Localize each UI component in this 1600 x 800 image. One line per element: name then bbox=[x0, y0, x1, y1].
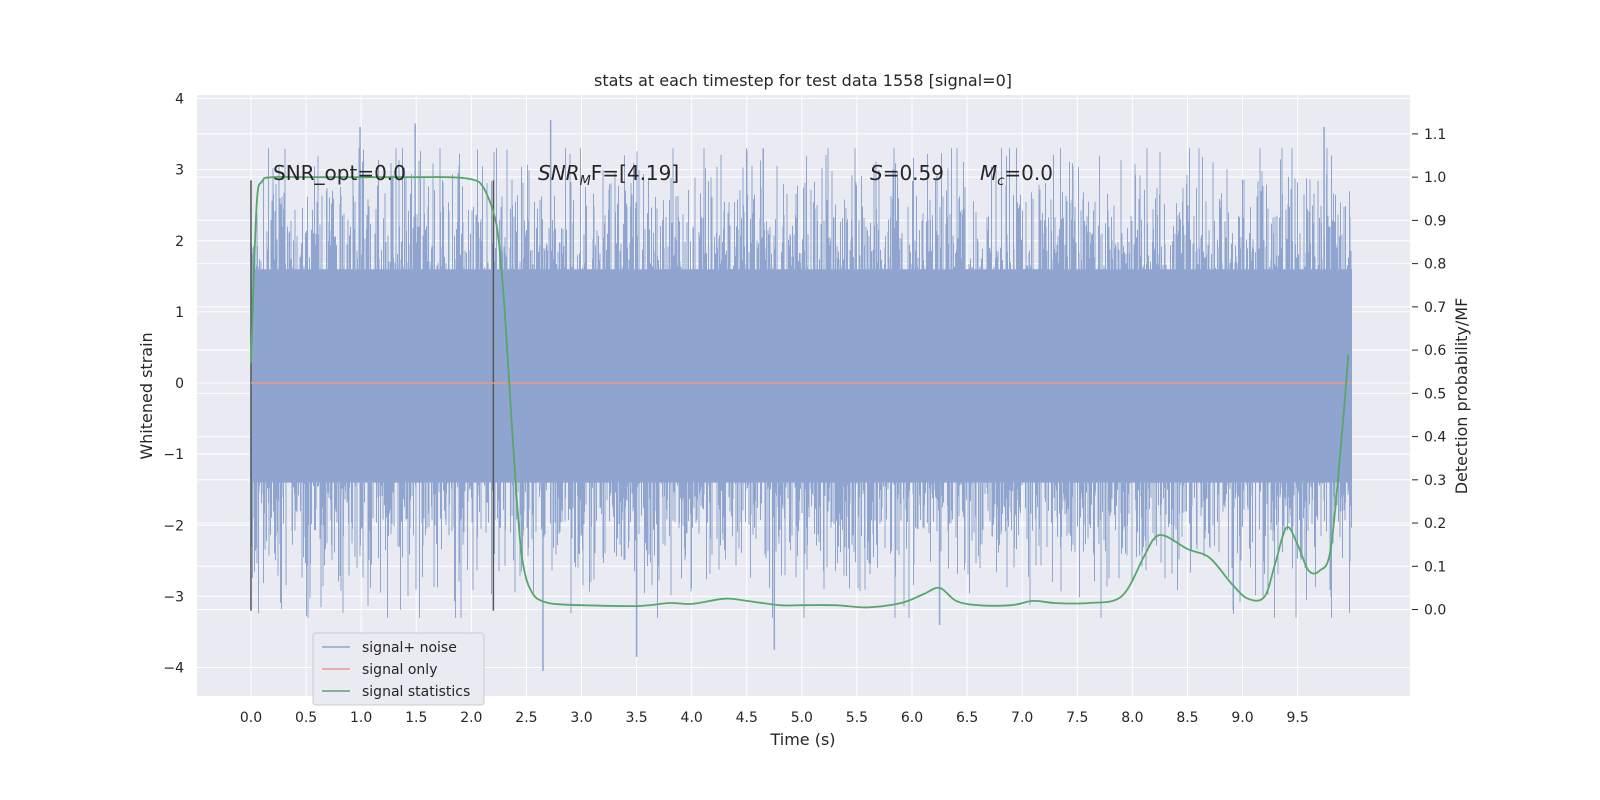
y-right-tick-label: 0.5 bbox=[1424, 386, 1446, 402]
y-tick-label: 0 bbox=[175, 376, 184, 392]
x-tick-label: 0.0 bbox=[240, 710, 262, 726]
x-tick-label: 5.5 bbox=[846, 710, 868, 726]
mc-value: =0.0 bbox=[1004, 161, 1053, 185]
x-tick-label: 4.5 bbox=[736, 710, 758, 726]
noise-core bbox=[250, 308, 1352, 440]
vertical-markers bbox=[250, 180, 495, 611]
x-tick-label: 0.5 bbox=[295, 710, 317, 726]
y-right-tick-label: 0.7 bbox=[1424, 300, 1446, 316]
snr-opt-annotation: SNR_opt=0.0 bbox=[273, 161, 406, 185]
y-right-tick-labels: 0.0 0.1 0.2 0.3 0.4 0.5 0.6 0.7 0.8 0.9 1.0 1.1 bbox=[1412, 127, 1446, 619]
x-tick-label: 2.5 bbox=[515, 710, 537, 726]
y-axis-label: Whitened strain bbox=[137, 332, 156, 459]
y-right-tick-label: 0.6 bbox=[1424, 343, 1446, 359]
y-right-tick-label: 0.3 bbox=[1424, 473, 1446, 489]
snr-mf-annotation: SNRMF=[4.19] bbox=[538, 161, 679, 189]
x-tick-labels: 0.0 0.5 1.0 1.5 2.0 2.5 3.0 3.5 4.0 4.5 5.0 5.5 6.0 6… bbox=[240, 710, 1309, 726]
snr-mf-symbol: SNR bbox=[538, 161, 580, 185]
x-tick-label: 1.5 bbox=[405, 710, 427, 726]
snr-mf-subscript: M bbox=[580, 174, 591, 189]
x-tick-label: 7.5 bbox=[1066, 710, 1088, 726]
x-tick-label: 6.0 bbox=[901, 710, 923, 726]
x-tick-label: 2.0 bbox=[460, 710, 482, 726]
x-tick-label: 9.5 bbox=[1286, 710, 1308, 726]
legend: signal+ noise signal only signal statist… bbox=[312, 632, 485, 706]
y-tick-label: −3 bbox=[163, 589, 184, 605]
x-tick-label: 9.0 bbox=[1231, 710, 1253, 726]
y-right-axis-label: Detection probability/MF bbox=[1452, 298, 1471, 495]
x-tick-label: 3.5 bbox=[625, 710, 647, 726]
y-right-tick-label: 0.2 bbox=[1424, 516, 1446, 532]
y-tick-labels: −4 −3 −2 −1 0 1 2 3 4 bbox=[163, 92, 184, 677]
x-tick-label: 8.0 bbox=[1121, 710, 1143, 726]
y-right-tick-label: 0.1 bbox=[1424, 559, 1446, 575]
x-tick-label: 3.0 bbox=[570, 710, 592, 726]
s-symbol: S bbox=[870, 161, 883, 185]
y-right-tick-label: 0.0 bbox=[1424, 603, 1446, 619]
chart-title: stats at each timestep for test data 155… bbox=[594, 71, 1012, 90]
legend-label-noise: signal+ noise bbox=[362, 640, 457, 656]
legend-box bbox=[312, 632, 485, 706]
legend-label-stats: signal statistics bbox=[362, 684, 470, 700]
x-tick-label: 5.0 bbox=[791, 710, 813, 726]
y-tick-label: 2 bbox=[175, 234, 184, 250]
s-annotation: S=0.59 bbox=[870, 161, 944, 185]
y-tick-label: −2 bbox=[163, 518, 184, 534]
x-tick-label: 1.0 bbox=[350, 710, 372, 726]
y-tick-label: 1 bbox=[175, 305, 184, 321]
y-tick-label: −1 bbox=[163, 447, 184, 463]
y-right-tick-label: 0.4 bbox=[1424, 430, 1446, 446]
x-axis-label: Time (s) bbox=[769, 730, 835, 749]
mc-subscript: c bbox=[997, 174, 1004, 189]
signal-statistics-line bbox=[250, 175, 1350, 609]
y-right-tick-label: 0.9 bbox=[1424, 213, 1446, 229]
y-tick-label: 4 bbox=[175, 92, 184, 108]
legend-label-signal: signal only bbox=[362, 662, 437, 678]
x-tick-label: 6.5 bbox=[956, 710, 978, 726]
y-right-tick-label: 1.1 bbox=[1424, 127, 1446, 143]
snr-mf-value: F=[4.19] bbox=[591, 161, 679, 185]
x-tick-label: 8.5 bbox=[1176, 710, 1198, 726]
noise-series bbox=[250, 119, 1352, 672]
y-right-tick-label: 0.8 bbox=[1424, 257, 1446, 273]
x-tick-label: 7.0 bbox=[1011, 710, 1033, 726]
stats-series bbox=[250, 175, 1350, 609]
mc-annotation: Mc=0.0 bbox=[980, 161, 1053, 189]
mc-symbol: M bbox=[980, 161, 997, 185]
y-tick-label: 3 bbox=[175, 163, 184, 179]
y-right-tick-label: 1.0 bbox=[1424, 170, 1446, 186]
x-tick-label: 4.0 bbox=[681, 710, 703, 726]
y-tick-label: −4 bbox=[163, 661, 184, 677]
s-value: =0.59 bbox=[883, 161, 944, 185]
